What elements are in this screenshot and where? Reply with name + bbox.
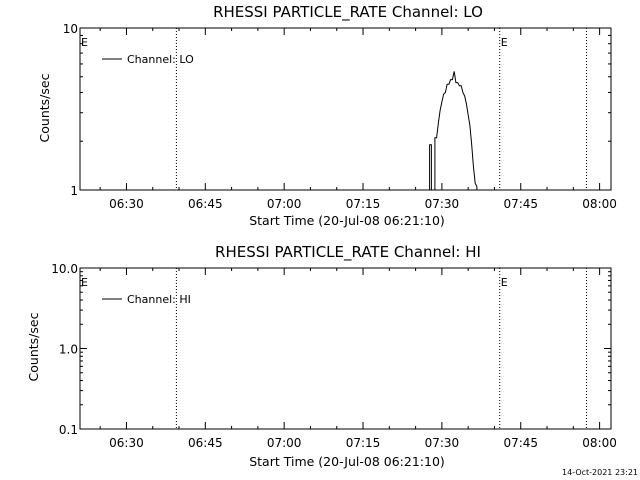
legend-label: Channel: LO <box>127 53 194 66</box>
x-tick-label: 07:45 <box>503 436 538 450</box>
y-axis-label: Counts/sec <box>37 73 52 142</box>
y-tick-label: 10.0 <box>51 262 78 276</box>
x-tick-label: 06:45 <box>188 436 223 450</box>
chart-panel-lo: RHESSI PARTICLE_RATE Channel: LO Counts/… <box>37 3 617 228</box>
data-series-line <box>80 71 611 191</box>
y-tick-label: 1 <box>70 184 78 198</box>
x-tick-label: 07:15 <box>346 436 381 450</box>
x-tick-label: 07:45 <box>503 197 538 211</box>
x-axis-label: Start Time (20-Jul-08 06:21:10) <box>249 454 445 469</box>
x-tick-label: 06:30 <box>109 197 144 211</box>
x-tick-label: 07:30 <box>425 436 460 450</box>
chart-title: RHESSI PARTICLE_RATE Channel: HI <box>215 243 481 262</box>
x-tick-label: 08:00 <box>582 197 617 211</box>
x-tick-label: 06:30 <box>109 436 144 450</box>
x-tick-label: 06:45 <box>188 197 223 211</box>
plot-area: 06:30 06:45 07:00 07:15 07:30 07:45 08:00110EE… <box>63 22 617 211</box>
y-axis-label: Counts/sec <box>26 312 41 381</box>
y-tick-label: 0.1 <box>59 423 78 437</box>
plot-area: 06:30 06:45 07:00 07:15 07:30 07:45 08:00 0.1 1.… <box>51 262 617 450</box>
x-tick-label: 07:15 <box>346 197 381 211</box>
footer-timestamp: 14-Oct-2021 23:21 <box>562 468 638 477</box>
x-tick-label: 08:00 <box>582 436 617 450</box>
x-tick-label: 07:00 <box>267 197 302 211</box>
event-marker-label: E <box>501 36 508 49</box>
chart-title: RHESSI PARTICLE_RATE Channel: LO <box>213 3 483 22</box>
x-tick-label: 07:30 <box>425 197 460 211</box>
y-tick-label: 10 <box>63 22 78 36</box>
x-tick-label: 07:00 <box>267 436 302 450</box>
x-axis-label: Start Time (20-Jul-08 06:21:10) <box>249 213 445 228</box>
y-tick-label: 1.0 <box>59 343 78 357</box>
chart-panel-hi: RHESSI PARTICLE_RATE Channel: HI Counts/… <box>26 243 617 469</box>
event-marker-label: E <box>81 276 88 289</box>
event-marker-label: E <box>81 36 88 49</box>
event-marker-label: E <box>501 276 508 289</box>
legend-label: Channel: HI <box>127 293 191 306</box>
